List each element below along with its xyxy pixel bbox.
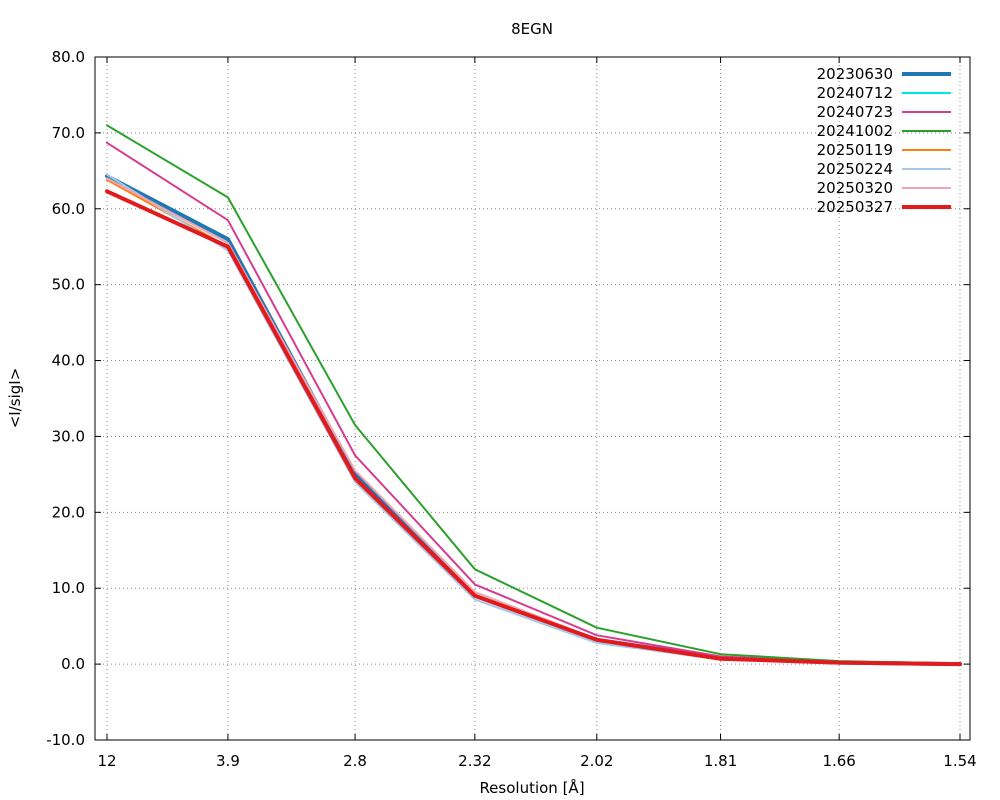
x-axis: 12 3.9 2.8 2.32 2.02 1.81 1.66 1.54 — [97, 57, 977, 770]
y-tick-label: 80.0 — [52, 48, 85, 66]
y-tick-label: 10.0 — [52, 579, 85, 597]
y-tick-label: 30.0 — [52, 427, 85, 445]
y-tick-label: 70.0 — [52, 124, 85, 142]
legend-label: 20250224 — [817, 160, 893, 178]
chart-title: 8EGN — [511, 20, 553, 38]
series-lines — [105, 124, 962, 667]
y-tick-label: 40.0 — [52, 352, 85, 370]
series-line-20230630 — [105, 174, 962, 667]
y-axis-title: <I/sigI> — [6, 368, 24, 429]
plot-frame — [94, 56, 971, 741]
x-tick-label: 2.8 — [343, 752, 367, 770]
legend-label: 20250320 — [817, 179, 893, 197]
legend: 2023063020240712202407232024100220250119… — [817, 65, 951, 216]
y-tick-label: 60.0 — [52, 200, 85, 218]
legend-label: 20230630 — [817, 65, 893, 83]
y-tick-label: 50.0 — [52, 276, 85, 294]
legend-label: 20240723 — [817, 103, 893, 121]
x-tick-label: 2.02 — [580, 752, 613, 770]
legend-label: 20250119 — [817, 141, 893, 159]
x-tick-label: 1.54 — [943, 752, 976, 770]
x-tick-label: 3.9 — [216, 752, 240, 770]
y-tick-label: -10.0 — [46, 731, 85, 749]
x-tick-label: 1.66 — [822, 752, 855, 770]
x-tick-label: 12 — [97, 752, 116, 770]
y-tick-label: 0.0 — [61, 655, 85, 673]
x-tick-label: 1.81 — [704, 752, 737, 770]
x-axis-title: Resolution [Å] — [479, 778, 584, 797]
legend-label: 20250327 — [817, 198, 893, 216]
legend-label: 20241002 — [817, 122, 893, 140]
series-line-20250327 — [105, 189, 962, 667]
legend-label: 20240712 — [817, 84, 893, 102]
series-line-20241002 — [106, 124, 961, 665]
x-tick-label: 2.32 — [458, 752, 491, 770]
y-tick-label: 20.0 — [52, 503, 85, 521]
y-axis: -10.0 0.0 10.0 20.0 30.0 40.0 50.0 60.0 70.0 80.0 — [46, 48, 970, 749]
series-line-20240723 — [106, 141, 961, 665]
